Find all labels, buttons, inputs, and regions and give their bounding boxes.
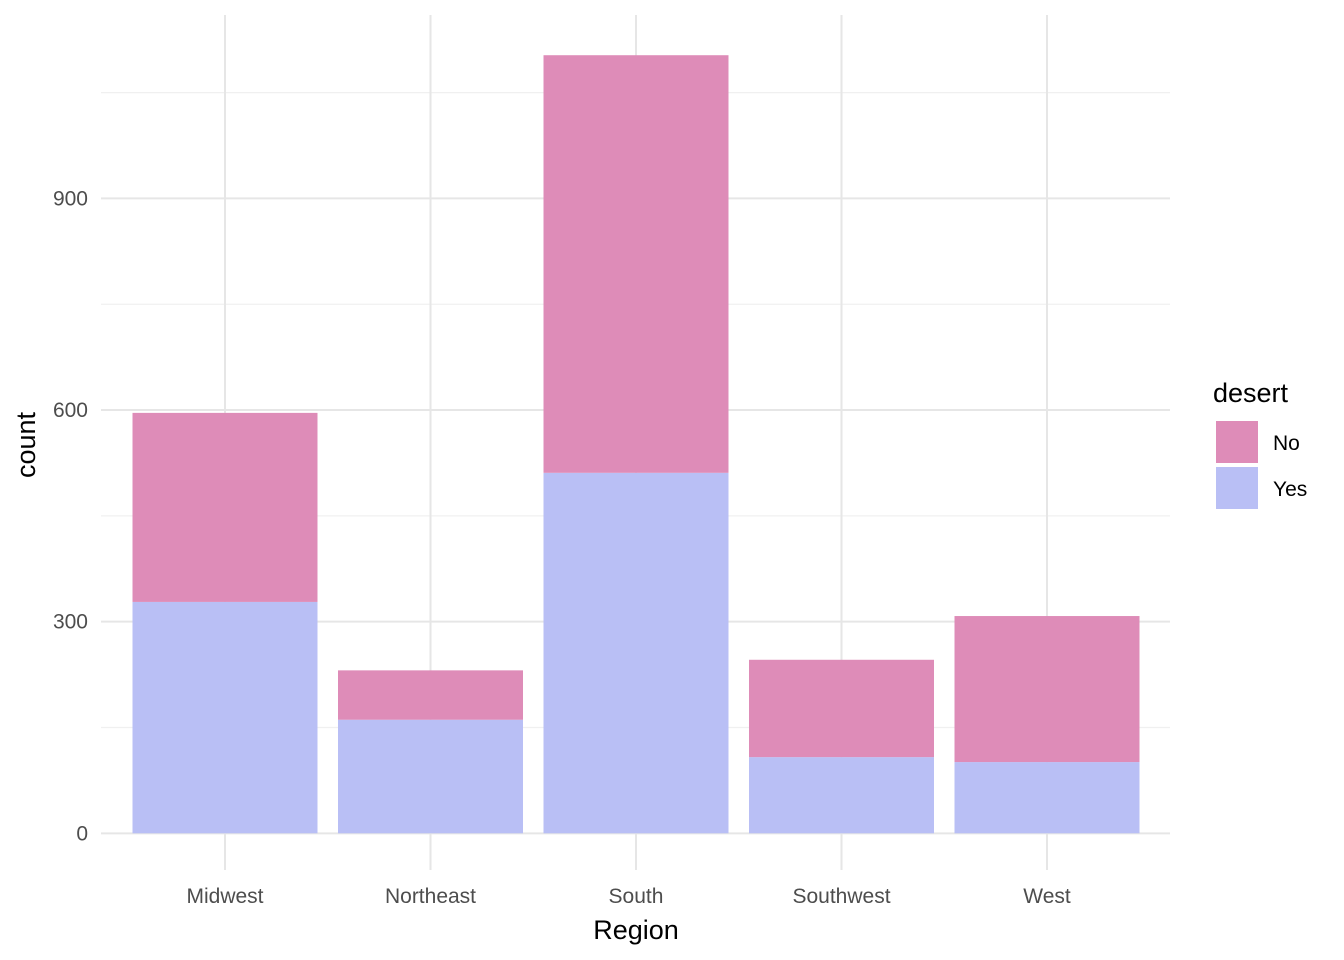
x-tick-label: South xyxy=(609,885,664,908)
bar-west-yes xyxy=(954,762,1140,834)
bar-southwest-yes xyxy=(749,757,934,834)
legend: desert No Yes xyxy=(1213,378,1307,509)
bars xyxy=(132,55,1140,834)
x-axis-title: Region xyxy=(593,915,679,945)
y-axis-title: count xyxy=(11,411,41,478)
bar-south-no xyxy=(543,55,729,473)
legend-label-no: No xyxy=(1273,432,1300,455)
y-tick-label: 600 xyxy=(53,399,88,422)
y-tick-label: 900 xyxy=(53,187,88,210)
y-tick-label: 0 xyxy=(76,822,88,845)
legend-label-yes: Yes xyxy=(1273,478,1307,501)
bar-west-no xyxy=(954,616,1140,763)
x-axis-ticks: Midwest Northeast South Southwest West xyxy=(186,885,1070,908)
bar-southwest-no xyxy=(749,659,934,758)
x-tick-label: Midwest xyxy=(186,885,263,908)
legend-title: desert xyxy=(1213,378,1289,408)
y-axis-ticks: 0 300 600 900 xyxy=(53,187,88,845)
x-tick-label: Southwest xyxy=(792,885,890,908)
legend-items: No Yes xyxy=(1216,421,1307,509)
legend-key-yes xyxy=(1216,467,1258,509)
bar-northeast-yes xyxy=(338,719,523,834)
y-tick-label: 300 xyxy=(53,611,88,634)
bar-midwest-no xyxy=(132,412,318,602)
bar-midwest-yes xyxy=(132,601,318,834)
bar-south-yes xyxy=(543,472,729,834)
x-tick-label: West xyxy=(1023,885,1071,908)
bar-northeast-no xyxy=(338,670,523,720)
legend-key-no xyxy=(1216,421,1258,463)
x-tick-label: Northeast xyxy=(385,885,476,908)
